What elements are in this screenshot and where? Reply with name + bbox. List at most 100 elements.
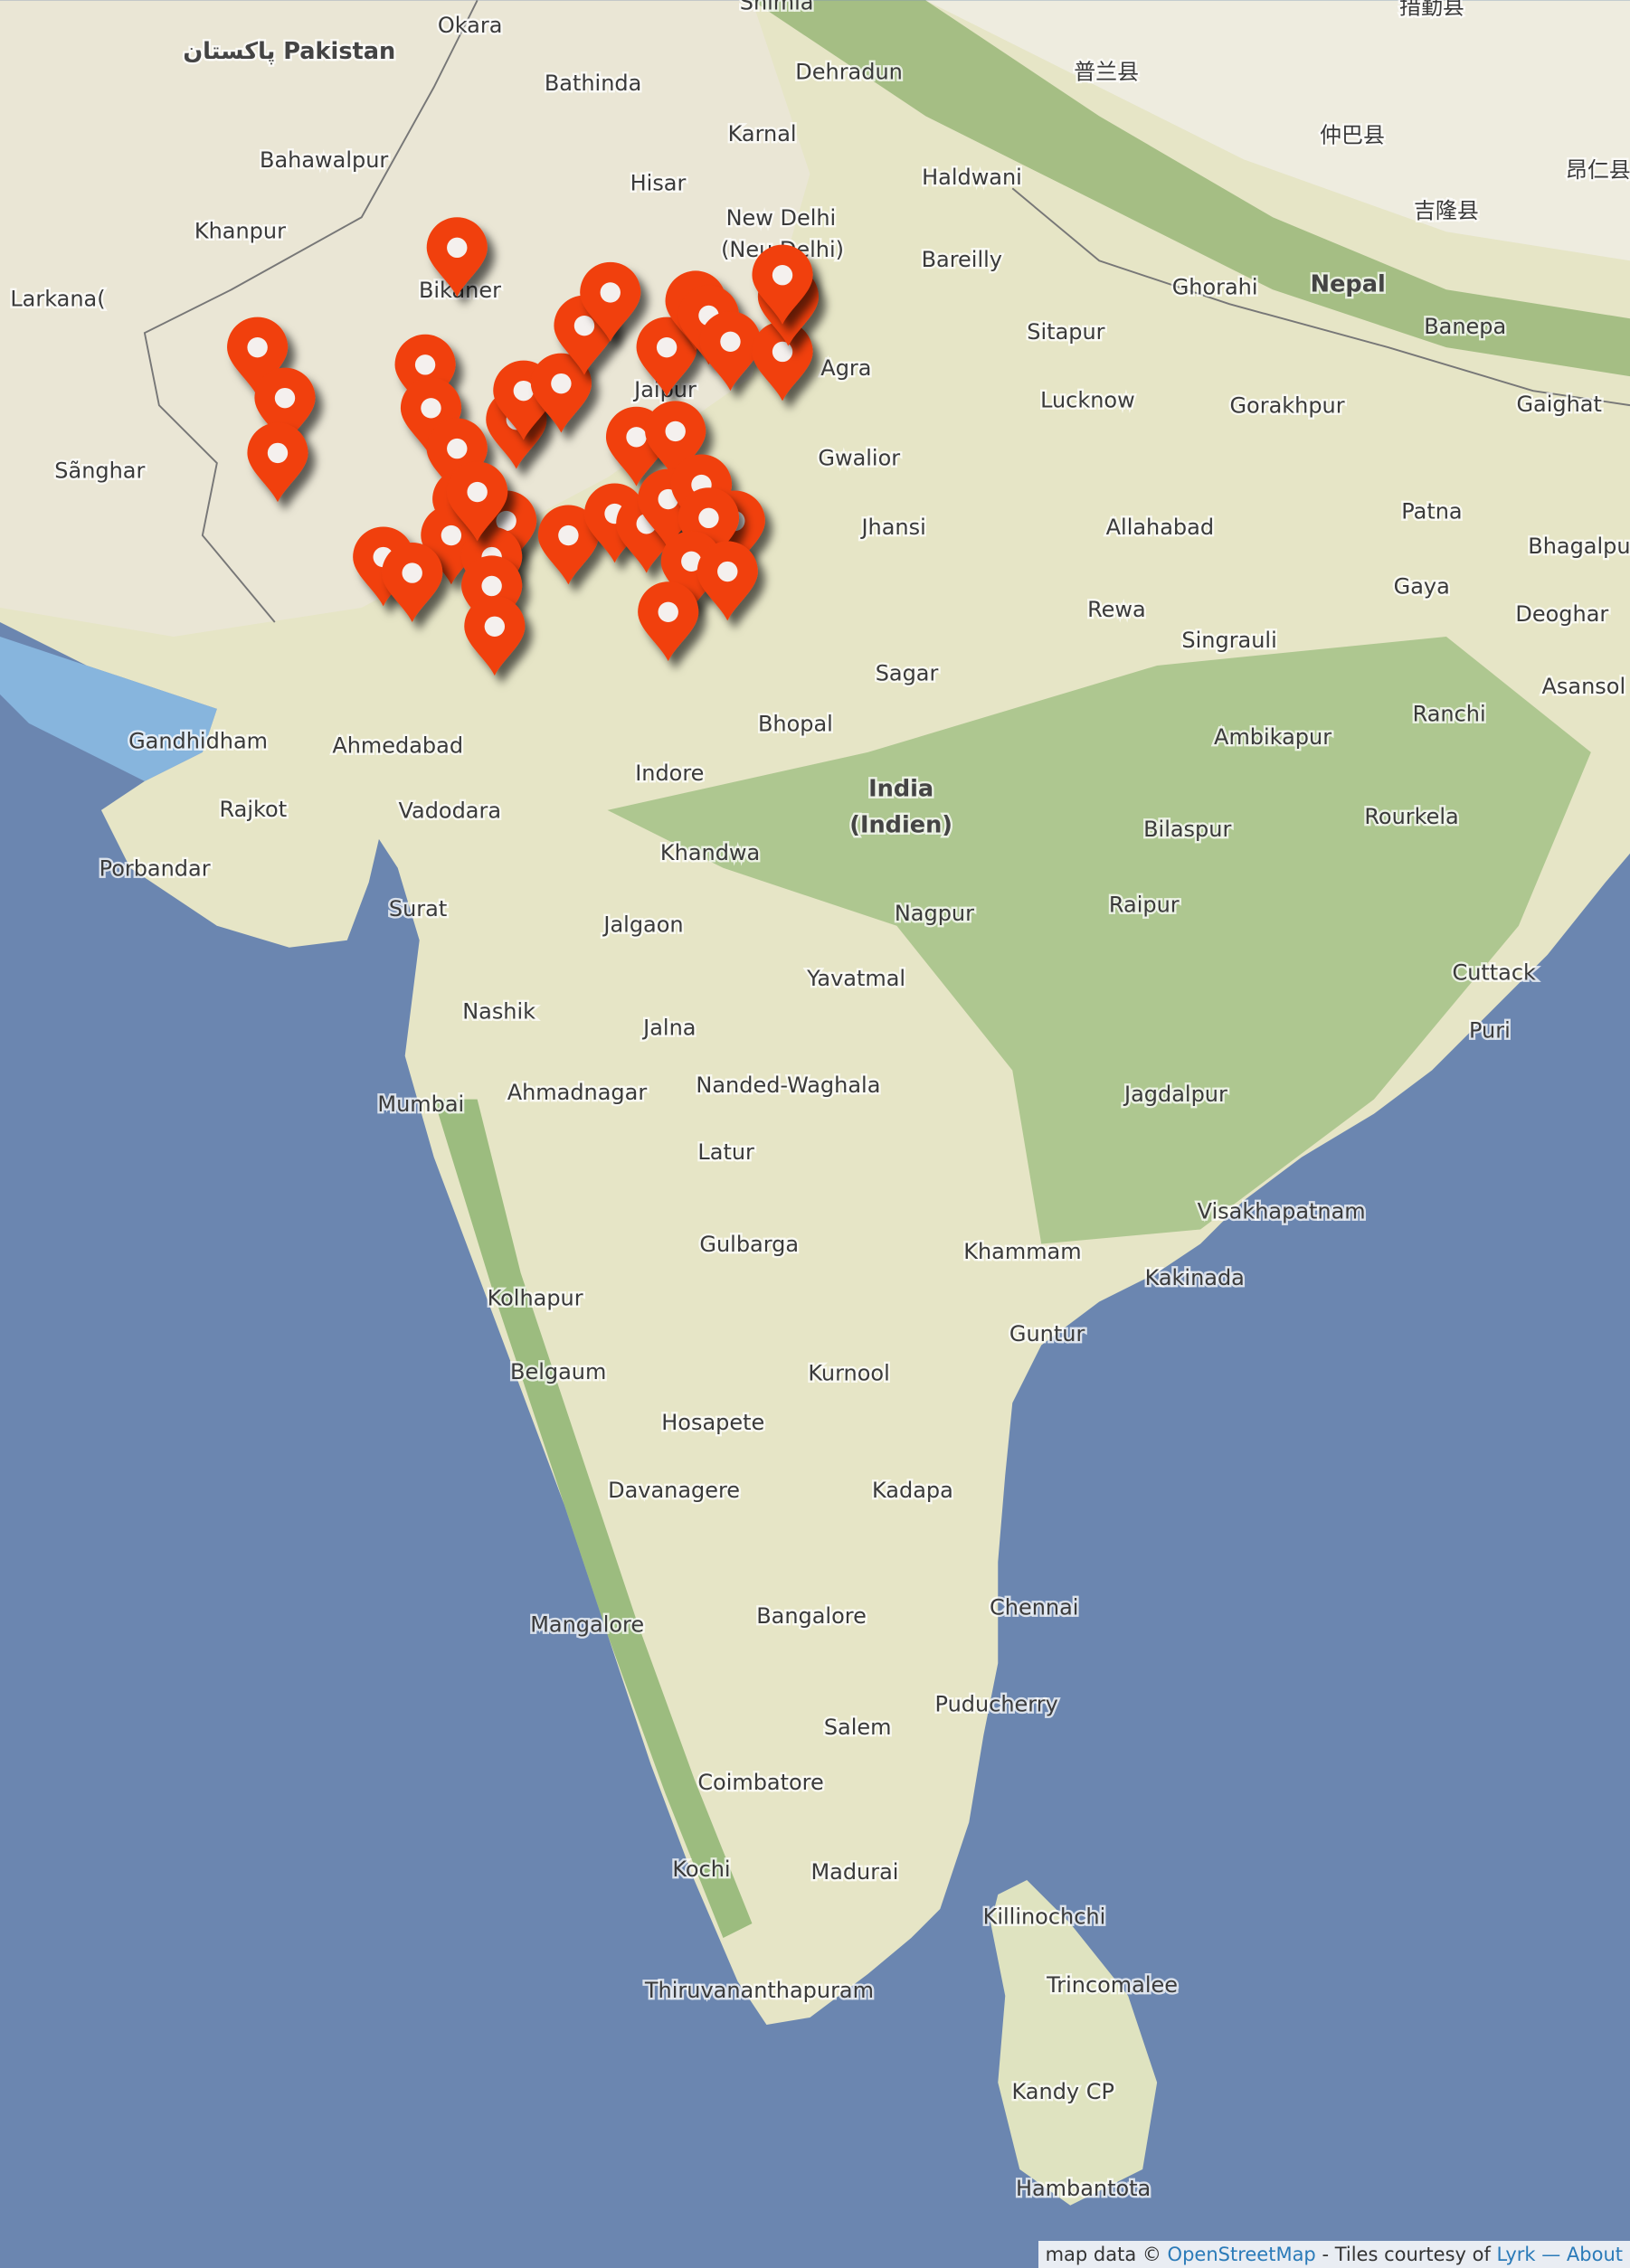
marker-dot[interactable] (441, 524, 462, 546)
marker-dot[interactable] (772, 341, 793, 363)
place-label: Surat (389, 896, 447, 921)
map-marker[interactable] (697, 541, 758, 621)
marker-dot[interactable] (681, 551, 702, 572)
map-marker[interactable] (638, 581, 699, 662)
map-marker[interactable] (645, 401, 706, 481)
lyrk-link[interactable]: Lyrk (1496, 2244, 1536, 2265)
marker-dot[interactable] (558, 524, 579, 546)
place-label: 措勤县 (1399, 0, 1464, 19)
marker-dot[interactable] (447, 237, 468, 259)
map-marker[interactable] (580, 261, 641, 342)
dash[interactable]: — (1535, 2244, 1567, 2265)
place-label: Bareilly (922, 247, 1002, 272)
place-label: New Delhi (726, 205, 837, 231)
place-label: Coimbatore (697, 1770, 823, 1795)
marker-dot[interactable] (467, 481, 488, 503)
map-marker[interactable] (394, 334, 456, 414)
place-label: Bhagalpur (1528, 534, 1630, 559)
map-marker[interactable] (678, 487, 740, 568)
map-marker[interactable] (227, 317, 289, 397)
marker-dot[interactable] (658, 601, 678, 622)
attribution: map data © OpenStreetMap - Tiles courtes… (1038, 2241, 1630, 2268)
map-marker[interactable] (447, 461, 508, 542)
map-marker[interactable] (537, 505, 599, 585)
marker-dot[interactable] (698, 507, 719, 529)
marker-dot[interactable] (414, 354, 436, 375)
place-label: Porbandar (100, 855, 211, 881)
place-label: Sitapur (1027, 319, 1104, 345)
western-ghats (433, 1099, 753, 1939)
place-label: Madurai (810, 1859, 898, 1885)
marker-dot[interactable] (600, 282, 621, 303)
snow (925, 0, 1630, 261)
marker-dot[interactable] (421, 398, 441, 419)
map-marker[interactable] (699, 311, 762, 392)
place-label: Larkana( (10, 286, 105, 311)
place-label: Jalna (641, 1015, 696, 1040)
place-label: Gorakhpur (1229, 393, 1344, 419)
marker-dot[interactable] (573, 316, 595, 336)
place-label: Sãnghar (54, 458, 145, 484)
place-label: Gaya (1394, 574, 1450, 600)
marker-dot[interactable] (656, 336, 678, 358)
place-label: Jalgaon (602, 912, 683, 938)
place-label: Nanded-Waghala (696, 1073, 880, 1098)
place-label: Dehradun (795, 59, 903, 84)
map-marker[interactable] (530, 353, 592, 433)
marker-dot[interactable] (447, 438, 468, 459)
place-label: Gwalior (818, 445, 900, 470)
marker-dot[interactable] (720, 331, 741, 352)
place-label: Okara (438, 13, 503, 38)
place-label: Puri (1469, 1017, 1511, 1043)
place-label: Belgaum (510, 1359, 606, 1384)
place-label: Davanagere (608, 1478, 740, 1503)
place-label: Guntur (1009, 1321, 1085, 1347)
place-label: Hambantota (1016, 2176, 1151, 2201)
marker-dot[interactable] (402, 562, 422, 583)
map-marker[interactable] (464, 596, 526, 676)
map-marker[interactable] (426, 217, 488, 298)
map-marker[interactable] (752, 321, 813, 402)
marker-dot[interactable] (274, 387, 296, 409)
marker-dot[interactable] (247, 336, 268, 358)
place-label: Cuttack (1452, 960, 1536, 986)
place-label: Hisar (630, 170, 687, 195)
marker-dot[interactable] (496, 510, 516, 532)
place-label: (Indien) (849, 811, 952, 838)
place-label: India (868, 775, 933, 802)
place-label: Hosapete (661, 1410, 764, 1435)
about-link[interactable]: About (1566, 2244, 1623, 2265)
marker-dot[interactable] (717, 561, 738, 582)
marker-dot[interactable] (626, 427, 647, 448)
marker-dot[interactable] (267, 442, 289, 464)
place-label: Yavatmal (806, 966, 905, 991)
place-label: Ambikapur (1214, 724, 1331, 750)
marker-dot[interactable] (513, 380, 535, 402)
place-label: Rourkela (1364, 804, 1458, 829)
osm-link[interactable]: OpenStreetMap (1167, 2244, 1316, 2265)
place-label: Asansol (1542, 674, 1626, 699)
map-marker[interactable] (752, 244, 813, 325)
map-marker[interactable] (400, 377, 462, 458)
map-marker[interactable] (247, 422, 308, 503)
map-marker[interactable] (382, 543, 443, 622)
map-marker[interactable] (254, 367, 316, 448)
marker-dot[interactable] (665, 421, 686, 442)
central-forest (607, 636, 1591, 1244)
marker-dot[interactable] (484, 616, 506, 637)
place-label: Raipur (1109, 892, 1180, 917)
place-label: Banepa (1424, 314, 1506, 339)
marker-dot[interactable] (481, 575, 502, 597)
place-label: Chennai (990, 1594, 1078, 1620)
map-marker[interactable] (636, 317, 697, 397)
place-label: Trincomalee (1046, 1972, 1178, 1998)
place-label: Gandhidham (128, 729, 268, 754)
marker-dot[interactable] (772, 265, 793, 286)
map-marker[interactable] (426, 418, 488, 498)
marker-dot[interactable] (551, 373, 572, 394)
desert (0, 0, 810, 637)
map-marker[interactable] (461, 555, 523, 636)
sri-lanka (990, 1880, 1158, 2206)
